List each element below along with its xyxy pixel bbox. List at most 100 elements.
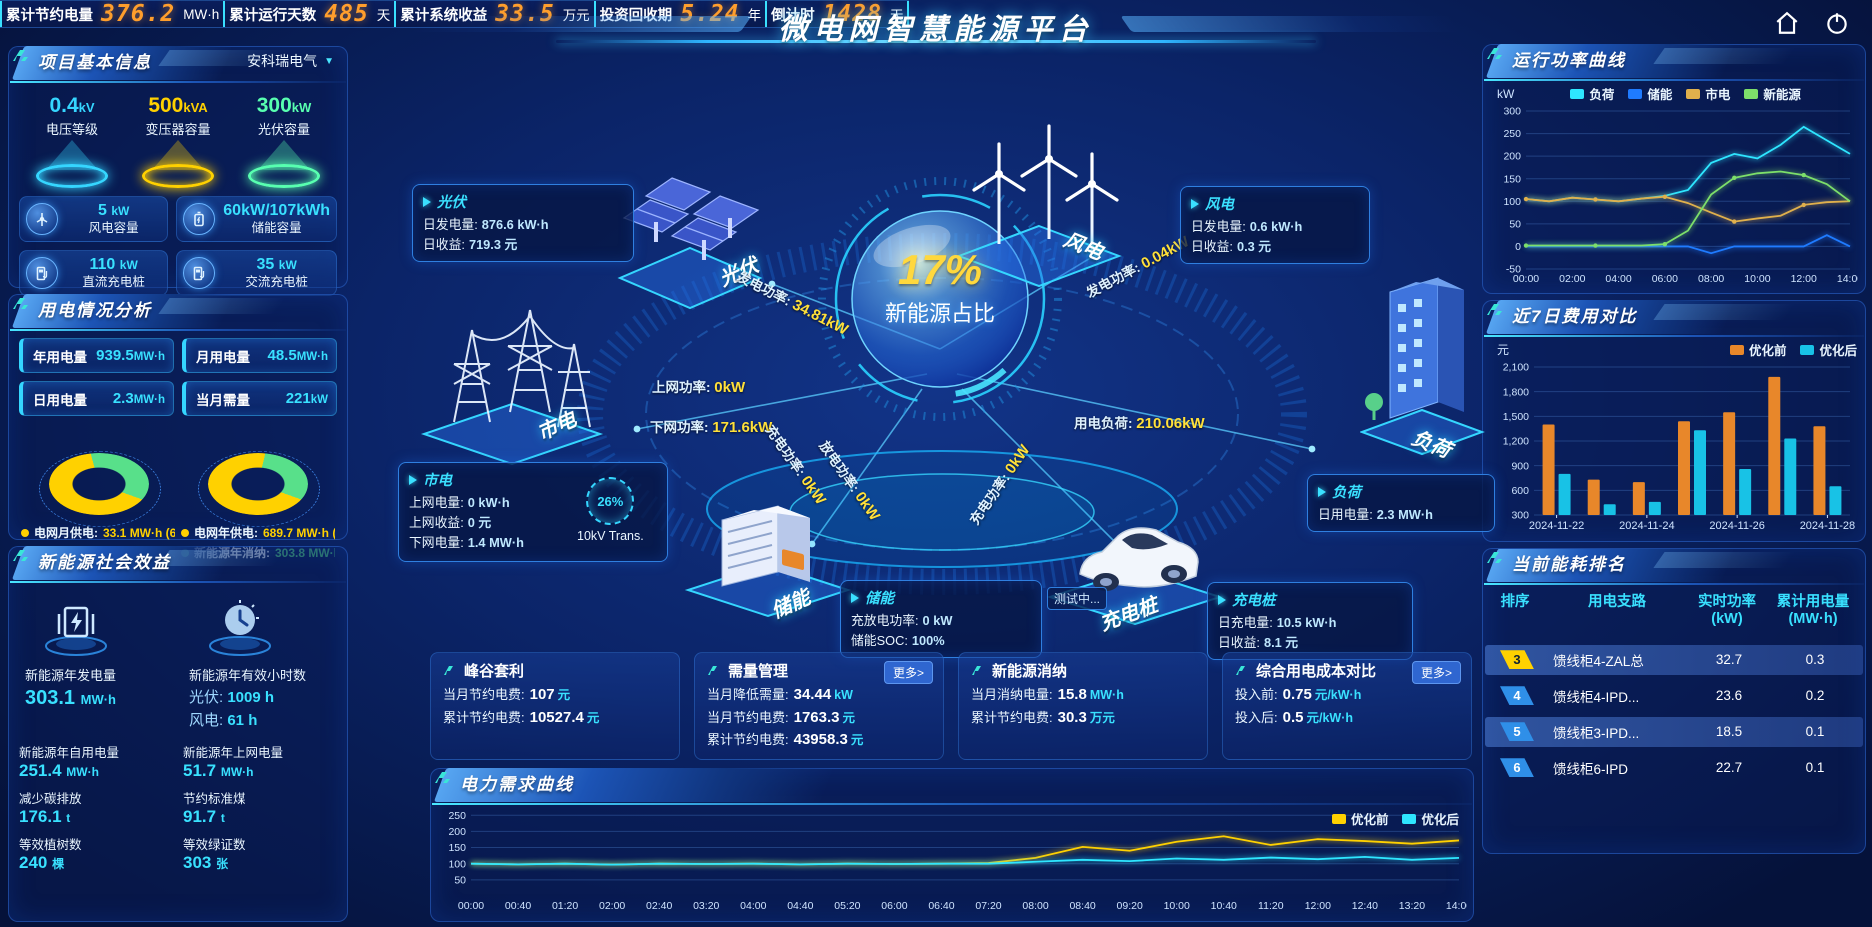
legend-swatch (1331, 813, 1346, 824)
benefit-stats-grid: 新能源年自用电量 251.4 MW·h 新能源年上网电量 51.7 MW·h 减少碳排放… (19, 742, 337, 873)
capacity-item: 300kW 光伏容量 (234, 94, 334, 188)
benefit-stat-value: 176.1 t (19, 807, 71, 826)
kpi-cards-row: 峰谷套利 当月节约电费: 107 元累计节约电费: 10527.4 元需量管理 更多> 当月降… (430, 652, 1472, 760)
usage-stat-box: 月用电量 48.5MW·h (182, 338, 337, 373)
storage-info-box: 储能 充放电功率: 0 kW 储能SOC: 100% 测试中... (840, 580, 1107, 658)
benefit-stat-value: 303 张 (183, 853, 229, 872)
legend-swatch (1744, 88, 1759, 99)
rank-badge: 6 (1500, 758, 1534, 778)
legend-item: 新能源 (1744, 84, 1801, 103)
panel-corner-icon (1487, 48, 1502, 59)
wind-turbine-icon (26, 203, 58, 235)
legend-swatch (1686, 88, 1701, 99)
svg-text:04:00: 04:00 (740, 900, 766, 912)
demand-line-chart: 50 100 150 200 250 00:00 00:40 01:20 02:00 02:40 0… (448, 810, 1467, 912)
ranking-column-header: 排序 (1500, 594, 1530, 610)
benefit-stat-value: 51.7 MW·h (183, 761, 254, 780)
capacity-card-text: 35 kW 交流充电桩 (223, 255, 330, 291)
load-node: 负荷 (1359, 252, 1485, 472)
company-dropdown[interactable]: 安科瑞电气 ▼ (247, 51, 334, 71)
panel-corner-icon (435, 772, 450, 783)
legend-item: 优化前 (1331, 809, 1389, 828)
diagram-background (577, 177, 1316, 595)
donut-month-chart (38, 428, 161, 527)
legend-dot (21, 528, 29, 537)
kpi-card-rows: 当月消纳电量: 15.8 MW·h 累计节约电费: 30.3 万元 (971, 684, 1195, 729)
svg-text:2024-11-24: 2024-11-24 (1619, 520, 1674, 532)
renewable-share-value: 17% (897, 246, 983, 293)
svg-text:1,500: 1,500 (1503, 411, 1529, 423)
kpi-card-row: 累计节约电费: 30.3 万元 (971, 708, 1115, 726)
power-icon[interactable] (1824, 10, 1850, 36)
capacity-item: 0.4kV 电压等级 (22, 94, 122, 188)
capacity-card-label: 储能容量 (251, 221, 302, 236)
power-chart-unit: kW (1497, 86, 1515, 101)
arrow-icon (409, 474, 417, 485)
svg-text:10:00: 10:00 (1744, 273, 1770, 285)
panel-corner-icon (13, 50, 28, 61)
legend-label: 负荷 (1589, 88, 1615, 102)
svg-text:1,800: 1,800 (1503, 386, 1529, 398)
flow-feedin-power: 上网功率: 0kW (652, 379, 746, 396)
kpi-card: 峰谷套利 当月节约电费: 107 元累计节约电费: 10527.4 元 (430, 652, 680, 760)
capacity-value: 0.4kV (49, 94, 95, 117)
battery-storage-icon (684, 505, 852, 618)
svg-text:08:00: 08:00 (1022, 900, 1048, 912)
grid-info-box: 市电 上网电量: 0 kW·h 上网收益: 0 元 下网电量: 1.4 MW·h 26… (398, 462, 668, 562)
svg-text:08:40: 08:40 (1069, 900, 1095, 912)
more-button[interactable]: 更多> (883, 661, 933, 684)
top-stat-unit: 年 (747, 8, 762, 23)
load-info-box: 负荷 日用电量: 2.3 MW·h (1307, 474, 1495, 532)
capacity-ring-base (248, 164, 320, 188)
arrow-icon (423, 196, 431, 207)
transformer-load-pct: 26% (586, 477, 635, 525)
usage-stat-value: 2.3MW·h (112, 390, 165, 407)
branch-cell: 馈线柜4-ZAL总 (1553, 653, 1644, 669)
svg-text:14:00: 14:00 (1837, 273, 1858, 285)
legend-item: 储能 (1628, 84, 1672, 103)
svg-text:150: 150 (1503, 173, 1521, 185)
svg-text:12:00: 12:00 (1305, 900, 1331, 912)
renewable-share: 17% 新能源占比 (860, 246, 1020, 328)
home-icon[interactable] (1774, 10, 1800, 36)
kpi-card-row: 投入后: 0.5 元/kW·h (1235, 708, 1354, 726)
svg-text:06:00: 06:00 (881, 900, 907, 912)
benefit-stat: 节约标准煤 91.7 t (183, 788, 337, 827)
legend-swatch (1800, 344, 1815, 355)
legend-label: 电网月供电: (34, 526, 98, 540)
building-icon (1359, 277, 1485, 456)
svg-text:10:40: 10:40 (1211, 900, 1237, 912)
capacity-item: 500kVA 变压器容量 (128, 94, 228, 188)
kpi-card-row: 累计节约电费: 43958.3 元 (707, 731, 864, 748)
capacity-card-value: 35 kW (256, 256, 297, 274)
legend-label: 优化后 (1819, 344, 1857, 358)
demand-chart-legend: 优化前 优化后 (1331, 809, 1459, 828)
benefit-generation-value: 303.1 (25, 687, 76, 709)
donut-legend-item: 电网月供电: 33.1 MW·h (64%) (21, 524, 175, 541)
benefit-stat-label: 等效植树数 (19, 838, 82, 852)
top-stat-unit: 天 (376, 8, 391, 23)
storage-status-badge: 测试中... (1046, 587, 1107, 610)
svg-text:11:20: 11:20 (1258, 900, 1284, 912)
legend-item: 负荷 (1570, 84, 1614, 103)
capacity-ring-base (142, 164, 214, 188)
more-button[interactable]: 更多> (1411, 661, 1461, 684)
capacity-card-value: 5 kW (97, 202, 130, 220)
svg-text:00:00: 00:00 (1513, 273, 1539, 285)
charger-node: 充电桩 (1040, 494, 1225, 635)
svg-text:200: 200 (448, 826, 466, 838)
top-stat-value: 376.2 (101, 1, 176, 27)
energy-cell: 0.1 (1805, 760, 1825, 776)
pv-node: 光伏 (610, 162, 770, 317)
usage-stat-label: 月用电量 (196, 349, 250, 365)
legend-label: 优化前 (1350, 813, 1389, 827)
capacity-card: 35 kW 交流充电桩 (176, 250, 337, 296)
power-cell: 22.7 (1715, 760, 1743, 776)
panel-power-curve: 运行功率曲线 kW 负荷 储能 市电 新能源 -50 0 50 100 150 200 250 30… (1482, 44, 1866, 294)
panel-usage-analysis: 用电情况分析 年用电量 939.5MW·h 月用电量 48.5MW·h 日用电量 2.3M… (8, 294, 348, 560)
title-decoration-left (410, 16, 752, 32)
svg-text:02:00: 02:00 (599, 900, 625, 912)
svg-text:300: 300 (1511, 510, 1529, 522)
ranking-table: 排序 用电支路 实时功率 (kW) 累计用电量 (MW·h) 3 馈线柜4-ZAL总 32… (1483, 588, 1865, 783)
page-title: 微电网智慧能源平台 (778, 14, 1094, 46)
